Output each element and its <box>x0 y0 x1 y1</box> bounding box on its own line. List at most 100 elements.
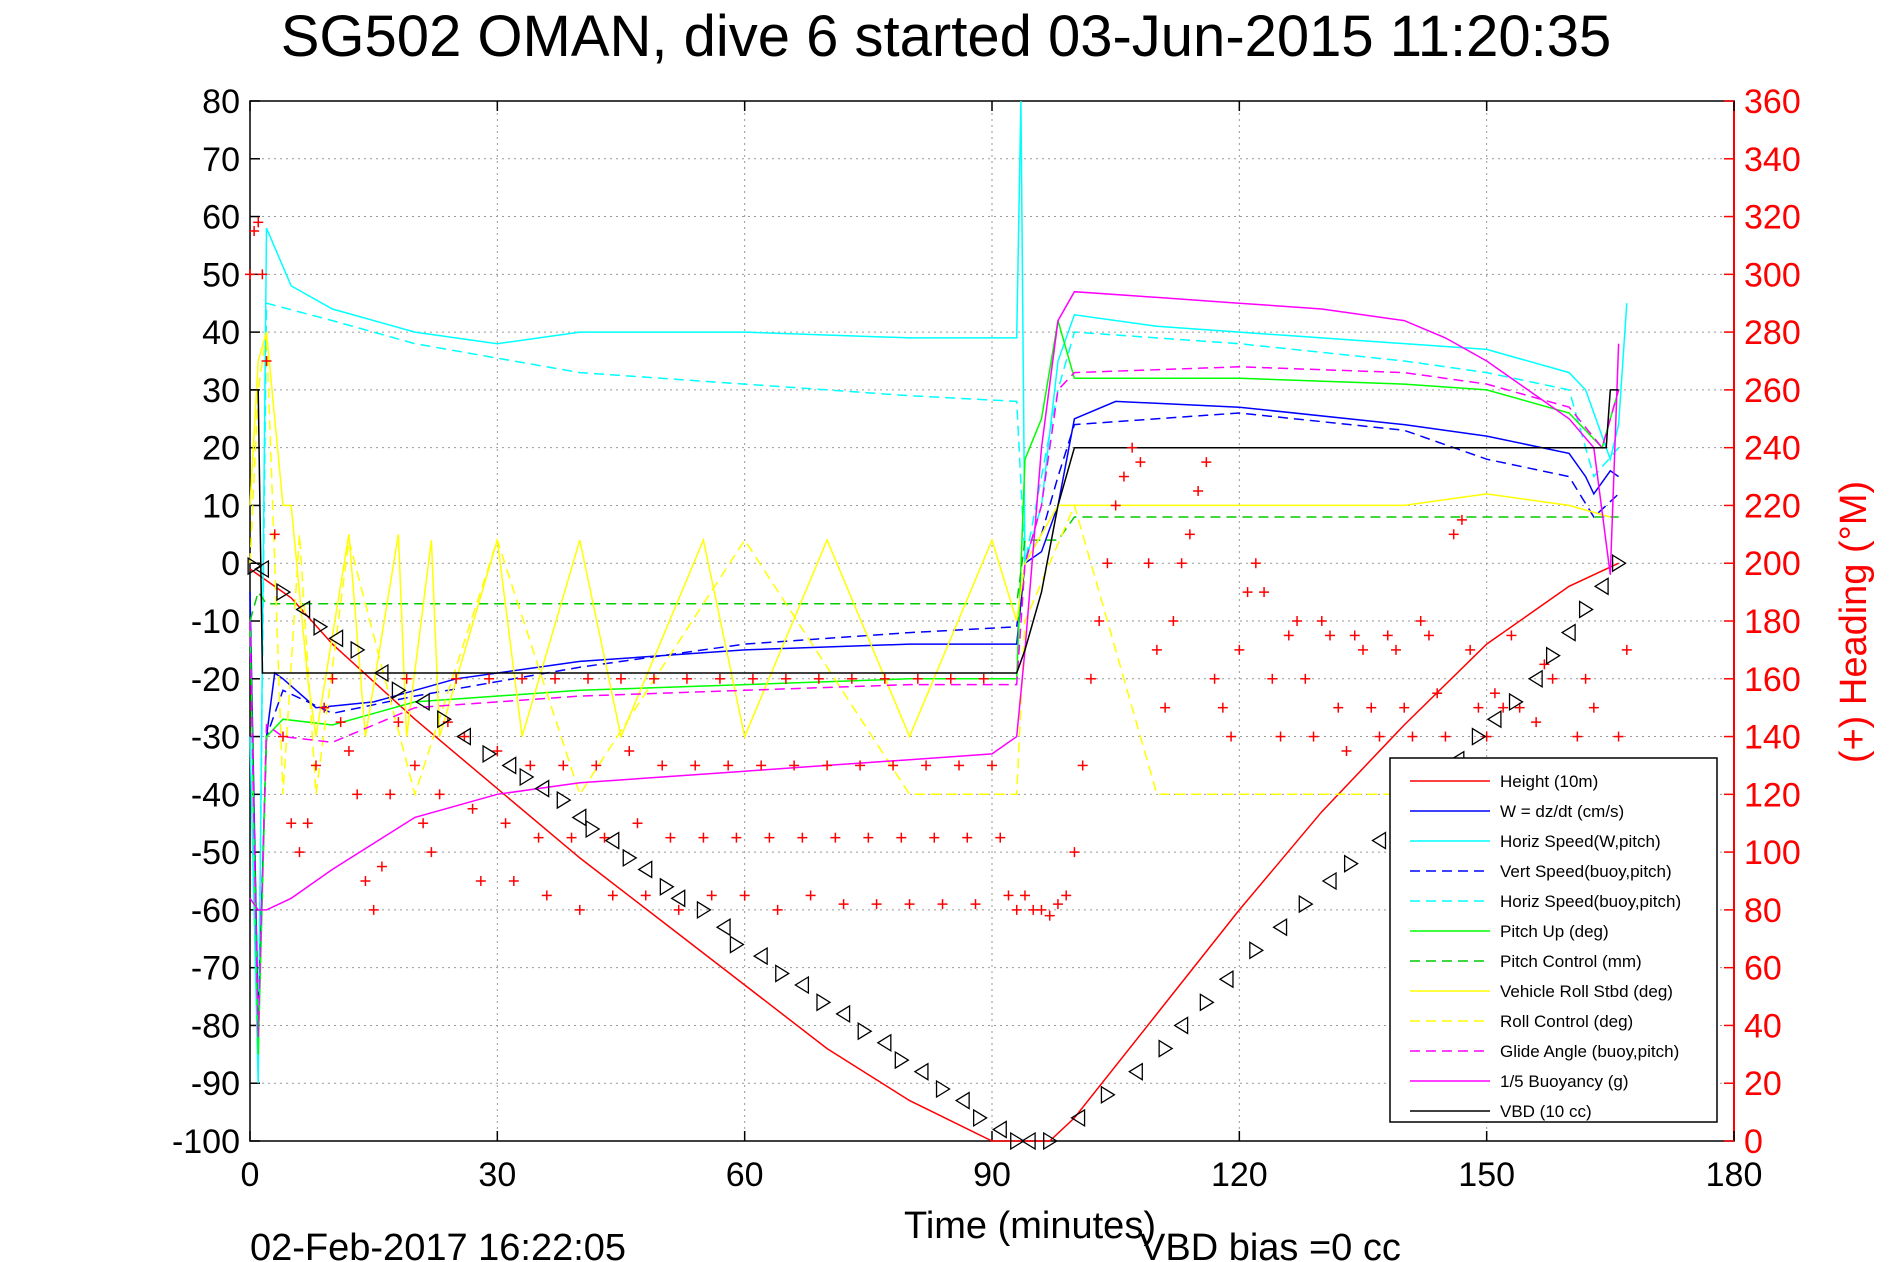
height-marker <box>1043 1131 1058 1151</box>
heading-marker <box>1382 630 1393 641</box>
y-tick-label-right: 20 <box>1744 1065 1782 1103</box>
heading-marker <box>896 832 907 843</box>
legend-label: Horiz Speed(W,pitch) <box>1500 832 1661 851</box>
heading-marker <box>409 760 420 771</box>
heading-marker <box>657 760 668 771</box>
heading-marker <box>813 673 824 684</box>
height-marker <box>350 640 366 660</box>
heading-marker <box>1613 731 1624 742</box>
height-marker <box>857 1022 873 1041</box>
heading-marker <box>1234 644 1245 655</box>
heading-marker <box>855 760 866 771</box>
heading-marker <box>616 673 626 684</box>
y-tick-label-right: 220 <box>1744 487 1801 525</box>
height-marker <box>1545 646 1561 665</box>
series-line <box>249 412 1620 1026</box>
heading-marker <box>624 746 635 756</box>
heading-marker <box>1052 899 1063 910</box>
heading-marker <box>838 899 849 910</box>
heading-marker <box>797 832 808 843</box>
heading-marker <box>714 673 725 684</box>
y-tick-label-right: 320 <box>1744 199 1801 237</box>
height-marker <box>1249 941 1265 960</box>
series-line <box>249 331 1611 740</box>
heading-marker <box>888 760 899 771</box>
axis-ticks: 0 30 60 90 120 150 18080706050403020100-10-20-… <box>172 83 1801 1194</box>
heading-marker <box>706 890 717 901</box>
legend-label: VBD (10 cc) <box>1500 1102 1592 1121</box>
heading-marker <box>591 760 602 771</box>
heading-marker <box>533 832 544 843</box>
heading-marker <box>1316 616 1327 626</box>
height-marker <box>876 1033 892 1052</box>
heading-marker <box>1110 500 1121 511</box>
heading-marker <box>393 717 404 728</box>
height-marker <box>414 692 430 712</box>
heading-marker <box>500 818 511 829</box>
height-marker <box>373 663 389 683</box>
height-marker <box>585 819 601 839</box>
height-marker <box>1199 993 1215 1012</box>
footer-note: VBD bias =0 cc <box>1140 1227 1401 1262</box>
heading-marker <box>987 760 997 771</box>
height-marker <box>835 1004 851 1024</box>
heading-marker <box>302 818 313 829</box>
y-tick-label-right: 160 <box>1744 661 1801 699</box>
height-marker <box>972 1108 988 1128</box>
heading-marker <box>789 760 800 771</box>
heading-marker <box>1300 673 1311 684</box>
height-marker <box>1020 1131 1036 1151</box>
height-marker <box>729 935 745 954</box>
y-tick-label-left: 10 <box>202 487 240 525</box>
height-marker <box>1508 692 1524 712</box>
heading-marker <box>1456 514 1467 525</box>
height-marker <box>456 727 472 746</box>
y-tick-label-right: 40 <box>1744 1007 1782 1045</box>
height-marker <box>622 848 638 868</box>
y-tick-label-left: 50 <box>202 256 240 294</box>
heading-marker <box>269 529 280 540</box>
heading-marker <box>1325 630 1336 641</box>
legend-box <box>1389 757 1718 1123</box>
heading-marker <box>1448 529 1459 540</box>
heading-marker <box>257 269 268 280</box>
heading-marker <box>1621 644 1632 655</box>
height-marker <box>696 900 712 920</box>
heading-marker <box>1259 587 1270 598</box>
x-tick-label: 120 <box>1211 1156 1268 1194</box>
y-tick-label-left: 70 <box>202 141 240 179</box>
heading-marker <box>1217 702 1228 713</box>
height-marker <box>715 918 731 937</box>
height-marker <box>1486 710 1502 729</box>
heading-marker <box>310 760 321 771</box>
heading-marker <box>253 217 264 228</box>
heading-marker <box>327 673 338 684</box>
height-marker <box>794 975 810 995</box>
heading-marker <box>426 847 437 858</box>
heading-marker <box>1580 673 1591 684</box>
legend-label: Glide Angle (buoy,pitch) <box>1500 1042 1679 1061</box>
height-marker <box>328 629 344 648</box>
heading-marker <box>583 673 594 684</box>
y-tick-label-right: 80 <box>1744 892 1782 930</box>
heading-marker <box>1011 904 1022 915</box>
x-tick-label: 60 <box>726 1156 764 1194</box>
height-marker <box>1471 727 1487 746</box>
heading-marker <box>863 832 874 843</box>
legend-label: W = dz/dt (cm/s) <box>1500 802 1624 821</box>
heading-marker <box>640 890 651 901</box>
height-marker <box>571 808 587 827</box>
legend-label: Vehicle Roll Stbd (deg) <box>1500 982 1673 1001</box>
heading-marker <box>1250 558 1261 569</box>
heading-marker <box>805 890 816 901</box>
heading-marker <box>1539 659 1550 670</box>
heading-marker <box>541 890 552 901</box>
height-marker <box>604 831 620 850</box>
height-marker <box>894 1050 910 1070</box>
heading-marker <box>937 899 948 910</box>
heading-marker <box>599 832 610 843</box>
heading-marker <box>1143 558 1154 569</box>
heading-marker <box>418 818 429 829</box>
heading-marker <box>780 673 791 684</box>
